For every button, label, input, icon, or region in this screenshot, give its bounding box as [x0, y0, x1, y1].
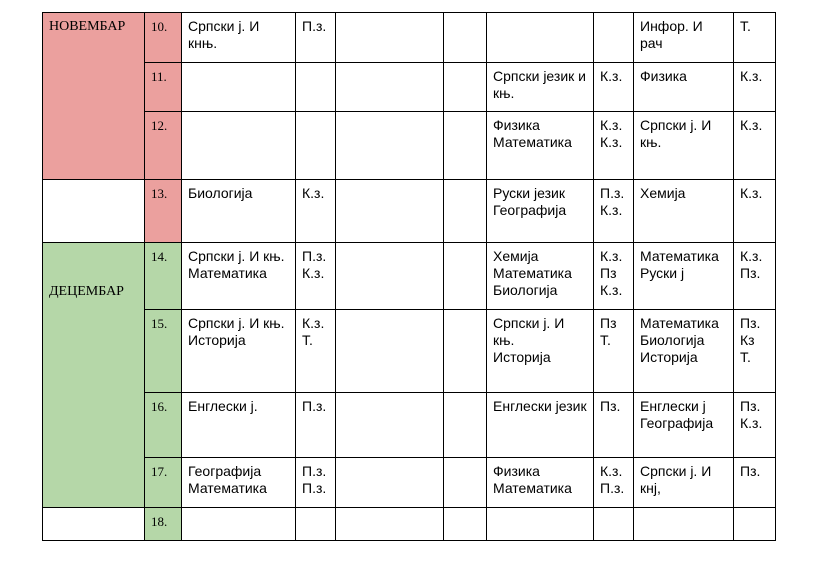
test-type-cell: К.з. П.з.: [593, 457, 634, 508]
test-type-cell: Пз. К.з.: [733, 392, 776, 458]
test-type-cell: [443, 12, 487, 63]
subject-cell: [486, 12, 594, 63]
table-row: 15. Српски ј. И књ. Историја К.з. Т. Срп…: [43, 309, 776, 393]
table-row: НОВЕМБАР 10. Српски ј. И кнњ. П.з. Инфор…: [42, 12, 776, 180]
test-type-cell: П.з.: [295, 12, 336, 63]
subject-cell: Физика Математика: [486, 457, 594, 508]
subject-cell: [335, 507, 444, 541]
subject-cell: Инфор. И рач: [633, 12, 734, 63]
table-row: 11. Српски језик и књ. К.з. Физика К.з.: [43, 62, 776, 112]
row-number: 12.: [144, 111, 182, 180]
test-type-cell: [443, 457, 487, 508]
test-type-cell: Пз.: [733, 457, 776, 508]
row-number: 15.: [144, 309, 182, 393]
month-cell-empty: [42, 179, 145, 243]
test-type-cell: [733, 507, 776, 541]
subject-cell: [335, 62, 444, 112]
test-type-cell: Т.: [733, 12, 776, 63]
subject-cell: Српски ј. И књ.: [633, 111, 734, 180]
test-type-cell: [443, 62, 487, 112]
test-type-cell: П.з. П.з.: [295, 457, 336, 508]
subject-cell: Хемија: [633, 179, 734, 243]
subject-cell: Српски ј. И књ. Историја: [181, 309, 296, 393]
subject-cell: [181, 507, 296, 541]
test-type-cell: [593, 507, 634, 541]
table-row: 13. Биологија К.з. Руски језик Географиј…: [42, 179, 776, 243]
subject-cell: Српски ј. И књ. Историја: [486, 309, 594, 393]
month-december: ДЕЦЕМБАР: [42, 242, 145, 508]
table-row: 18.: [42, 507, 776, 541]
test-type-cell: [443, 179, 487, 243]
row-number: 10.: [144, 12, 182, 63]
subject-cell: [335, 242, 444, 310]
test-type-cell: К.з.: [593, 62, 634, 112]
test-type-cell: К.з.: [295, 179, 336, 243]
row-number: 13.: [144, 179, 182, 243]
subject-cell: Руски језик Географија: [486, 179, 594, 243]
table-row: ДЕЦЕМБАР 14. Српски ј. И књ. Математика …: [42, 242, 776, 508]
subject-cell: [633, 507, 734, 541]
subject-cell: Географија Математика: [181, 457, 296, 508]
test-type-cell: [443, 392, 487, 458]
subject-cell: [335, 111, 444, 180]
test-type-cell: [443, 507, 487, 541]
subject-cell: Српски ј. И кнј,: [633, 457, 734, 508]
test-type-cell: К.з.: [733, 179, 776, 243]
subject-cell: Биологија: [181, 179, 296, 243]
subject-cell: Физика Математика: [486, 111, 594, 180]
month-november: НОВЕМБАР: [42, 12, 145, 180]
subject-cell: Хемија Математика Биологија: [486, 242, 594, 310]
test-type-cell: К.з. Пз.: [733, 242, 776, 310]
test-type-cell: [295, 62, 336, 112]
subject-cell: [335, 12, 444, 63]
test-type-cell: Пз. Кз Т.: [733, 309, 776, 393]
test-type-cell: [295, 507, 336, 541]
subject-cell: Српски ј. И књ. Математика: [181, 242, 296, 310]
subject-cell: Енглески језик: [486, 392, 594, 458]
table-row: 17. Географија Математика П.з. П.з. Физи…: [43, 457, 776, 508]
test-type-cell: К.з.: [733, 111, 776, 180]
subject-cell: [335, 309, 444, 393]
test-type-cell: К.з. К.з.: [593, 111, 634, 180]
subject-cell: Математика Руски ј: [633, 242, 734, 310]
subject-cell: Математика Биологија Историја: [633, 309, 734, 393]
subject-cell: Енглески ј.: [181, 392, 296, 458]
test-type-cell: [295, 111, 336, 180]
table-row: 12. Физика Математика К.з. К.з. Српски ј…: [43, 111, 776, 180]
test-type-cell: Пз.: [593, 392, 634, 458]
test-type-cell: К.з. Пз К.з.: [593, 242, 634, 310]
schedule-table: НОВЕМБАР 10. Српски ј. И кнњ. П.з. Инфор…: [42, 12, 776, 541]
subject-cell: [181, 111, 296, 180]
test-type-cell: [593, 12, 634, 63]
test-type-cell: К.з.: [733, 62, 776, 112]
subject-cell: Српски ј. И кнњ.: [181, 12, 296, 63]
test-type-cell: Пз Т.: [593, 309, 634, 393]
row-number: 17.: [144, 457, 182, 508]
subject-cell: Српски језик и књ.: [486, 62, 594, 112]
subject-cell: [335, 392, 444, 458]
table-row: 16. Енглески ј. П.з. Енглески језик Пз. …: [43, 392, 776, 458]
subject-cell: [335, 457, 444, 508]
subject-cell: [181, 62, 296, 112]
row-number: 18.: [144, 507, 182, 541]
test-type-cell: [443, 242, 487, 310]
subject-cell: [335, 179, 444, 243]
subject-cell: Енглески ј Географија: [633, 392, 734, 458]
test-type-cell: К.з. Т.: [295, 309, 336, 393]
row-number: 11.: [144, 62, 182, 112]
subject-cell: Физика: [633, 62, 734, 112]
month-cell-empty: [42, 507, 145, 541]
row-number: 16.: [144, 392, 182, 458]
test-type-cell: [443, 309, 487, 393]
test-type-cell: [443, 111, 487, 180]
test-type-cell: П.з. К.з.: [295, 242, 336, 310]
row-number: 14.: [144, 242, 182, 310]
test-type-cell: П.з. К.з.: [593, 179, 634, 243]
subject-cell: [486, 507, 594, 541]
test-type-cell: П.з.: [295, 392, 336, 458]
